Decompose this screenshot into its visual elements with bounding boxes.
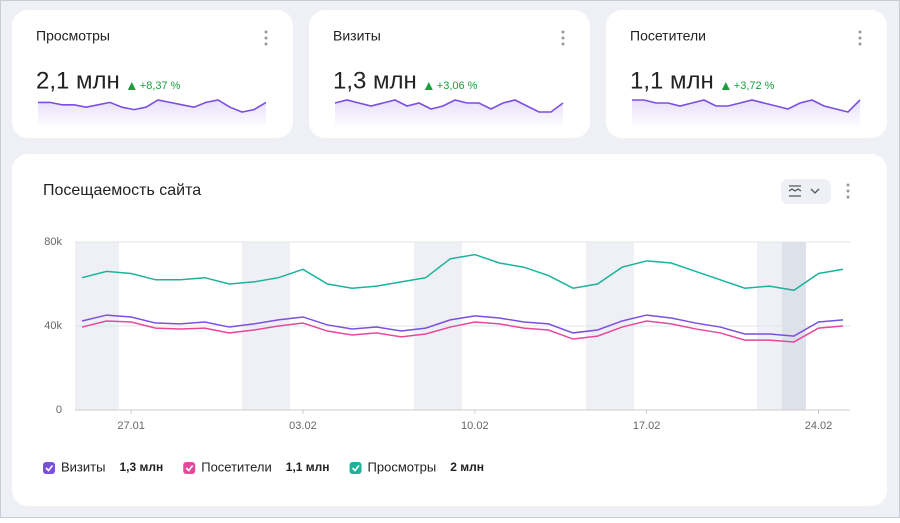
legend-checkbox[interactable] — [349, 462, 362, 474]
chart-type-button[interactable] — [781, 179, 831, 204]
chart-title: Посещаемость сайта — [43, 182, 201, 199]
sparkline-area — [632, 100, 860, 126]
y-tick-label: 40k — [44, 320, 62, 332]
check-icon — [45, 465, 54, 472]
x-tick-label: 27.01 — [117, 420, 145, 432]
kpi-value: 1,1 млн — [630, 67, 714, 94]
legend-checkbox[interactable] — [183, 462, 196, 474]
kpi-menu[interactable] — [858, 30, 862, 46]
legend-name: Просмотры — [368, 459, 437, 474]
menu-dot — [858, 42, 862, 46]
kpi-title: Визиты — [333, 28, 381, 44]
menu-dot — [264, 30, 268, 34]
chart-menu[interactable] — [846, 183, 850, 199]
series-line — [81, 253, 844, 292]
y-tick-label: 80k — [44, 236, 62, 248]
menu-dot — [561, 30, 565, 34]
check-icon — [351, 465, 360, 472]
delta-arrow — [721, 82, 730, 90]
legend-total: 1,1 млн — [286, 460, 330, 474]
chart-type-icon — [788, 185, 820, 197]
kpi-menu[interactable] — [264, 30, 268, 46]
kpi-title: Просмотры — [36, 28, 110, 44]
x-tick-label: 24.02 — [805, 420, 833, 432]
kpi-delta: +3,06 % — [437, 80, 478, 92]
menu-dot — [264, 36, 268, 40]
x-tick-label: 03.02 — [289, 420, 317, 432]
legend-total: 2 млн — [450, 460, 484, 474]
legend-total: 1,3 млн — [119, 460, 163, 474]
sparkline — [632, 99, 861, 113]
delta-arrow — [127, 82, 136, 90]
legend-name: Визиты — [61, 459, 105, 474]
series-line — [81, 314, 844, 337]
menu-dot — [858, 36, 862, 40]
kpi-value: 2,1 млн — [36, 67, 120, 94]
sparkline-area — [38, 100, 266, 126]
menu-dot — [264, 42, 268, 46]
sparkline — [334, 99, 564, 113]
kpi-menu[interactable] — [561, 30, 565, 46]
y-tick-label: 0 — [56, 404, 62, 416]
kpi-title: Посетители — [630, 28, 706, 44]
series-line — [81, 320, 844, 343]
kpi-delta: +3,72 % — [734, 80, 775, 92]
menu-dot — [561, 36, 565, 40]
x-tick-label: 10.02 — [461, 420, 489, 432]
menu-dot — [858, 30, 862, 34]
kpi-delta: +8,37 % — [140, 80, 181, 92]
x-tick-label: 17.02 — [633, 420, 661, 432]
sparkline-area — [335, 100, 563, 126]
menu-dot — [561, 42, 565, 46]
check-icon — [185, 465, 194, 472]
delta-arrow — [424, 82, 433, 90]
legend-checkbox[interactable] — [43, 462, 55, 474]
legend-name: Посетители — [201, 459, 272, 474]
sparkline — [38, 99, 267, 113]
kpi-value: 1,3 млн — [333, 67, 417, 94]
